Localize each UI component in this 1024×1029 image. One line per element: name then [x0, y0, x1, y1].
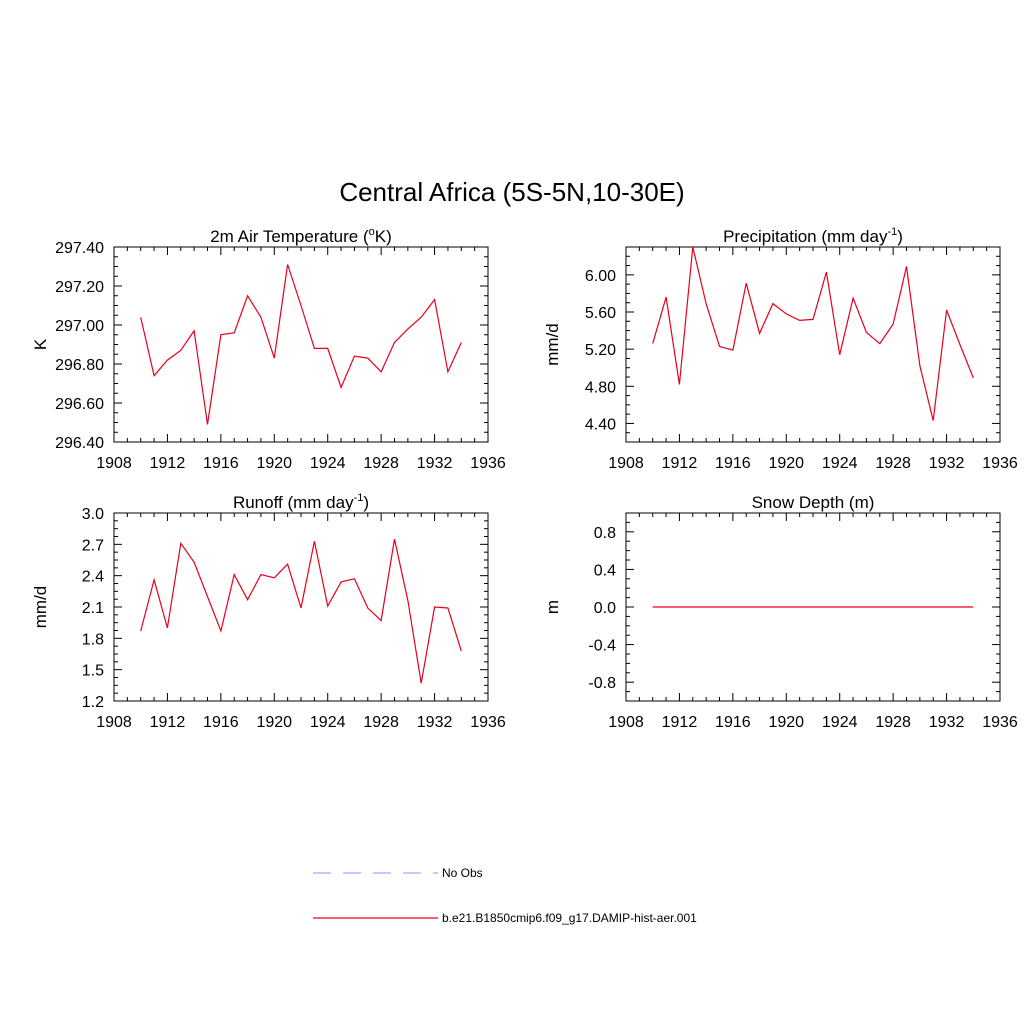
- xtick-label: 1924: [310, 714, 346, 731]
- ytick-label: -0.8: [588, 675, 616, 692]
- ytick-label: 3.0: [82, 506, 104, 523]
- panel-frame-precipitation: [625, 246, 1001, 443]
- ytick-label: 0.0: [594, 600, 616, 617]
- ylabel-runoff: mm/d: [31, 586, 50, 629]
- xtick-label: 1924: [310, 455, 346, 472]
- ytick-label: 4.80: [585, 379, 616, 396]
- ytick-label: 2.7: [82, 537, 104, 554]
- xtick-label: 1928: [363, 714, 399, 731]
- ytick-label: 1.5: [82, 663, 104, 680]
- xtick-label: 1928: [875, 714, 911, 731]
- ytick-label: 297.40: [55, 240, 104, 257]
- xtick-label: 1936: [470, 455, 506, 472]
- panel-snow-depth: Snow Depth (m) m 1908 1912 1916 1920 1924 1928 1…: [543, 493, 1018, 731]
- ylabel-precipitation: mm/d: [543, 323, 562, 366]
- ytick-label: 296.40: [55, 435, 104, 452]
- legend: No Obs b.e21.B1850cmip6.f09_g17.DAMIP-hi…: [313, 866, 697, 925]
- panels: 2m Air Temperature (oK) K 1908 1912 1916 1920…: [31, 226, 1018, 731]
- xtick-label: 1936: [982, 455, 1018, 472]
- xtick-label: 1936: [470, 714, 506, 731]
- xtick-label: 1908: [608, 714, 644, 731]
- series-line-temperature: [140, 264, 462, 425]
- xtick-label: 1932: [417, 455, 453, 472]
- xtick-label: 1912: [662, 455, 698, 472]
- panel-title-snow-depth: Snow Depth (m): [752, 493, 875, 512]
- ylabel-snow-depth: m: [543, 600, 562, 614]
- xtick-label: 1908: [608, 455, 644, 472]
- panel-frame-temperature: [113, 246, 489, 443]
- xtick-label: 1920: [768, 714, 804, 731]
- ytick-label: 4.40: [585, 416, 616, 433]
- ytick-label: 0.8: [594, 525, 616, 542]
- xtick-label: 1912: [150, 714, 186, 731]
- ytick-label: 6.00: [585, 268, 616, 285]
- ytick-label: 1.8: [82, 631, 104, 648]
- xtick-label: 1932: [929, 455, 965, 472]
- xtick-label: 1916: [203, 455, 239, 472]
- xtick-label: 1920: [256, 714, 292, 731]
- series-line-runoff: [140, 538, 462, 684]
- ytick-label: -0.4: [588, 638, 616, 655]
- xtick-label: 1916: [203, 714, 239, 731]
- ytick-label: 2.1: [82, 600, 104, 617]
- xtick-label: 1912: [662, 714, 698, 731]
- xtick-label: 1936: [982, 714, 1018, 731]
- ytick-label: 296.60: [55, 396, 104, 413]
- panel-runoff: Runoff (mm day-1) mm/d 1908 1912 1916 1920 192…: [31, 492, 506, 731]
- xtick-label: 1916: [715, 714, 751, 731]
- ytick-label: 296.80: [55, 357, 104, 374]
- ylabel-temperature: K: [31, 338, 50, 350]
- panel-precipitation: Precipitation (mm day-1) mm/d 1908 1912 1916…: [543, 226, 1018, 472]
- ytick-label: 297.20: [55, 279, 104, 296]
- ytick-label: 5.20: [585, 342, 616, 359]
- ytick-label: 0.4: [594, 562, 616, 579]
- xtick-label: 1932: [929, 714, 965, 731]
- legend-obs-label: No Obs: [442, 866, 483, 880]
- panel-title-runoff: Runoff (mm day-1): [233, 492, 369, 512]
- xtick-label: 1912: [150, 455, 186, 472]
- xtick-label: 1920: [256, 455, 292, 472]
- xtick-label: 1920: [768, 455, 804, 472]
- legend-model-label: b.e21.B1850cmip6.f09_g17.DAMIP-hist-aer.…: [442, 911, 697, 925]
- xtick-label: 1908: [96, 714, 132, 731]
- ytick-label: 5.60: [585, 305, 616, 322]
- panel-title-precipitation: Precipitation (mm day-1): [723, 226, 903, 246]
- panel-title-temperature: 2m Air Temperature (oK): [210, 226, 392, 246]
- xtick-label: 1924: [822, 455, 858, 472]
- ytick-label: 2.4: [82, 569, 104, 586]
- xtick-label: 1928: [363, 455, 399, 472]
- ytick-label: 1.2: [82, 694, 104, 711]
- figure-title: Central Africa (5S-5N,10-30E): [339, 177, 684, 207]
- xtick-label: 1932: [417, 714, 453, 731]
- xtick-label: 1916: [715, 455, 751, 472]
- series-line-precipitation: [652, 246, 974, 421]
- panel-temperature: 2m Air Temperature (oK) K 1908 1912 1916 1920…: [31, 226, 506, 472]
- xtick-label: 1928: [875, 455, 911, 472]
- ytick-label: 297.00: [55, 318, 104, 335]
- xtick-label: 1924: [822, 714, 858, 731]
- xtick-label: 1908: [96, 455, 132, 472]
